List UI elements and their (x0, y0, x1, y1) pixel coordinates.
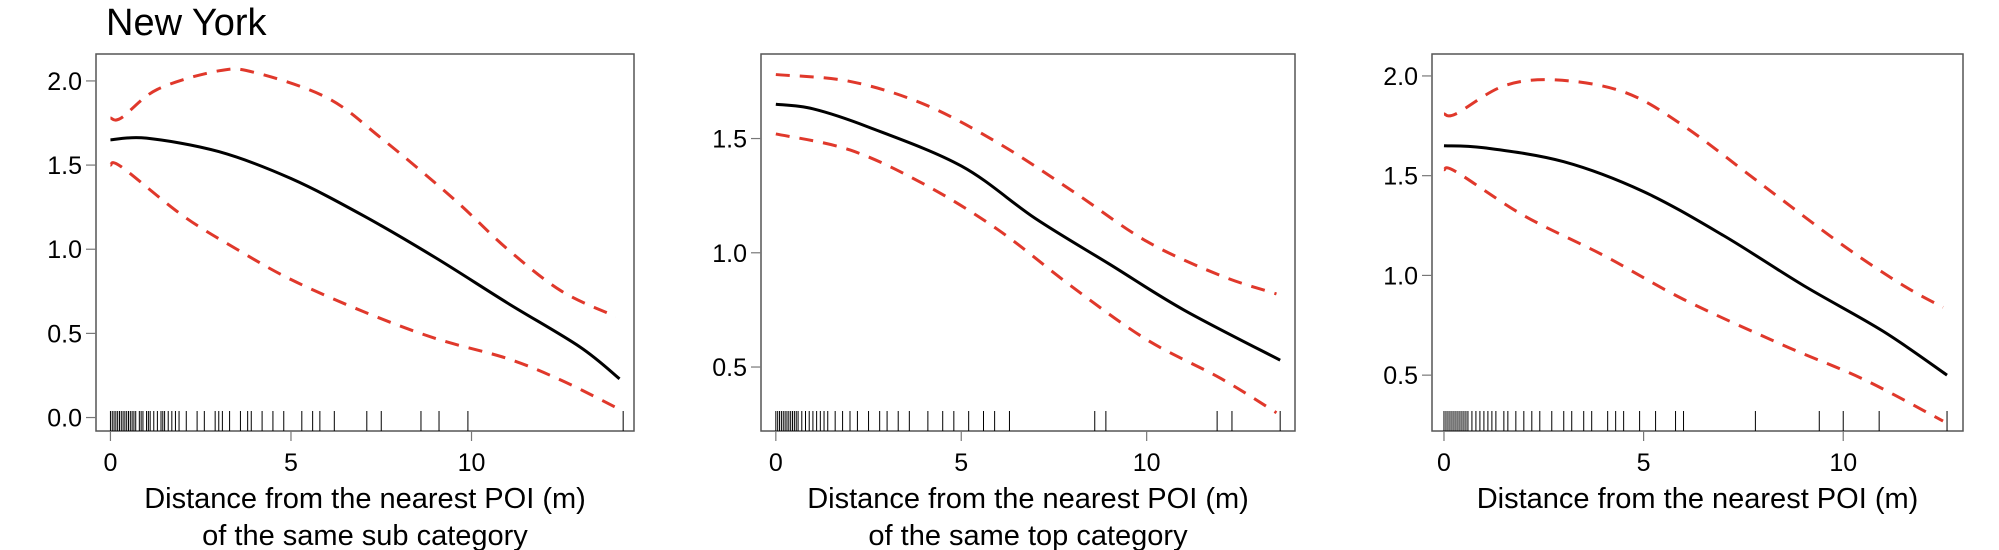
fit-line (110, 136, 621, 380)
ci-upper-line (110, 67, 617, 318)
ci-lower-line (775, 132, 1278, 414)
y-tick-label: 2.0 (1383, 63, 1418, 91)
x-tick-label: 10 (458, 449, 486, 477)
y-tick-label: 1.0 (1383, 262, 1418, 290)
ci-lower-line (109, 161, 617, 409)
y-tick-label: 1.0 (47, 236, 82, 264)
panel-1: 0.0 0.5 1.0 1.5 2.0 0 5 10 Distance from the nea… (47, 53, 635, 550)
plot-frame (1431, 53, 1964, 432)
x-axis-label: Distance from the nearest POI (m) (1477, 483, 1919, 515)
x-axis-label: of the same top category (868, 520, 1188, 550)
panel-2: 0.5 1.0 1.5 0 5 10 Distance from the nearest P… (712, 53, 1296, 550)
y-tick-label: 0.0 (47, 405, 82, 433)
x-tick-label: 10 (1133, 449, 1161, 477)
figure-title: New York (106, 2, 267, 44)
x-tick-label: 0 (769, 449, 783, 477)
x-axis-label: Distance from the nearest POI (m) (144, 483, 586, 515)
y-tick-label: 2.0 (47, 68, 82, 96)
y-tick-label: 1.5 (712, 126, 747, 154)
x-tick-label: 10 (1829, 449, 1857, 477)
y-tick-label: 0.5 (712, 354, 747, 382)
ci-upper-line (1443, 78, 1944, 309)
y-tick-label: 0.5 (47, 320, 82, 348)
fit-line (775, 102, 1281, 362)
panel-3: 0.5 1.0 1.5 2.0 0 5 10 Distance from the neares… (1383, 53, 1964, 515)
fit-line (1443, 144, 1948, 377)
x-tick-label: 5 (1637, 449, 1651, 477)
ci-upper-line (775, 73, 1277, 296)
ci-lower-line (1443, 166, 1944, 423)
x-tick-label: 5 (284, 449, 298, 477)
y-tick-label: 0.5 (1383, 362, 1418, 390)
plot-frame (95, 53, 635, 432)
y-tick-label: 1.0 (712, 240, 747, 268)
x-axis-label: of the same sub category (202, 520, 528, 550)
x-axis-label: Distance from the nearest POI (m) (807, 483, 1249, 515)
y-tick-label: 1.5 (1383, 163, 1418, 191)
plot-frame (760, 53, 1296, 432)
y-tick-label: 1.5 (47, 152, 82, 180)
x-tick-label: 0 (1437, 449, 1451, 477)
x-tick-label: 0 (103, 449, 117, 477)
x-tick-label: 5 (954, 449, 968, 477)
